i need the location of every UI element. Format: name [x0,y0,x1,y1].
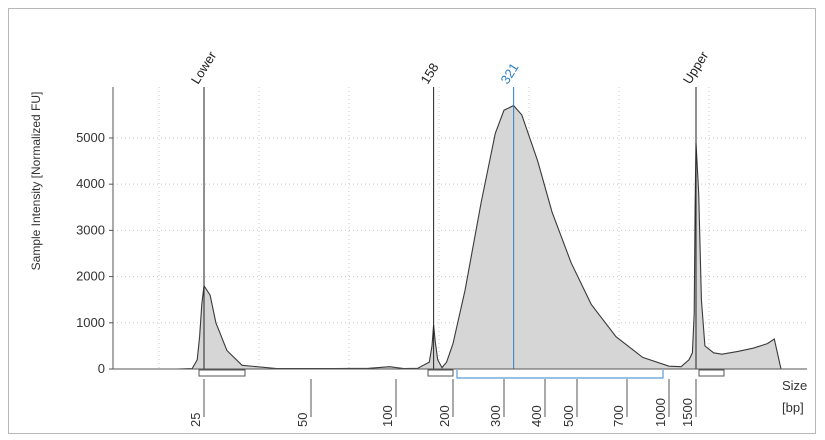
region-bracket [456,370,664,379]
x-axis-label-unit: [bp] [782,400,804,415]
x-tick-label: 1000 [653,398,668,427]
x-tick-label: 700 [611,405,626,427]
peak-marker-box [198,369,246,377]
x-tick-label: 25 [188,413,203,427]
chart-frame: 0 1000 2000 3000 4000 5000 25 50 100 200 300 400 50… [8,8,816,434]
y-tick-label: 2000 [76,269,105,284]
trace-fill [177,105,781,369]
x-tick-label: 300 [488,405,503,427]
trace-line [176,104,782,370]
x-tick-label: 200 [437,405,452,427]
x-tick-label: 1500 [680,398,695,427]
y-tick-label: 4000 [76,176,105,191]
x-tick-label: 500 [561,405,576,427]
x-axis-label-size: Size [782,378,807,393]
x-tick-label: 50 [295,413,310,427]
peak-label: 321 [497,60,521,86]
peak-label: Lower [188,48,220,87]
peak-label: 158 [417,60,441,86]
y-axis-label: Sample Intensity [Normalized FU] [29,92,43,271]
y-tick-label: 3000 [76,222,105,237]
y-tick-label: 1000 [76,315,105,330]
x-tick-label: 400 [529,405,544,427]
peak-marker-box [427,369,454,377]
x-tick-label: 100 [380,405,395,427]
peak-marker-box [698,369,725,377]
y-tick-label: 5000 [76,130,105,145]
y-tick-label: 0 [98,361,105,376]
peak-label: Upper [680,48,712,87]
